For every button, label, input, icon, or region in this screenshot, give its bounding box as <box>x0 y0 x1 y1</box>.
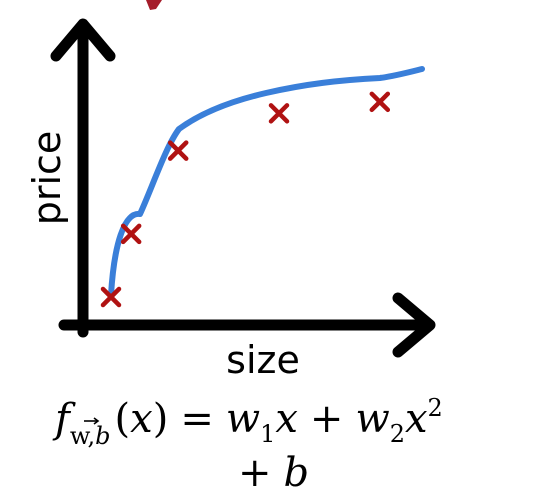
formula-equals: = <box>180 396 214 442</box>
formula-w1: w <box>226 396 260 442</box>
header-fragment <box>146 0 162 10</box>
x-axis-label: size <box>226 338 300 382</box>
formula-b: b <box>284 450 310 496</box>
y-axis-label: price <box>25 131 69 226</box>
data-point-3 <box>167 140 189 161</box>
data-points <box>100 91 391 308</box>
formula-line-1: fw,b (x) = w1x + w2x2 <box>52 394 443 450</box>
fitted-curve <box>108 66 425 298</box>
vector-arrow-icon <box>84 417 100 425</box>
formula-x1: x <box>275 396 298 442</box>
formula-x-arg: x <box>130 396 153 442</box>
formula-b-sub: b <box>95 422 110 450</box>
formula-close-paren: ) <box>153 396 169 442</box>
y-axis <box>50 18 116 338</box>
formula-line-2: + b <box>238 450 309 496</box>
formula-w-vec: w <box>70 422 91 450</box>
formula-w2: w <box>355 396 389 442</box>
formula-w2-sub: 2 <box>390 420 405 448</box>
data-point-1 <box>100 286 122 308</box>
formula-plus-1: + <box>310 396 344 442</box>
formula-sub-sep: , <box>88 422 96 450</box>
data-point-2 <box>120 223 142 245</box>
x-axis <box>58 292 436 358</box>
formula-x2: x <box>405 396 428 442</box>
data-point-4 <box>268 103 290 124</box>
data-point-5 <box>369 91 391 113</box>
formula-open-paren: ( <box>115 396 131 442</box>
formula-x2-exp: 2 <box>428 394 443 422</box>
formula-plus-2: + <box>238 450 272 496</box>
formula-w1-sub: 1 <box>260 420 275 448</box>
